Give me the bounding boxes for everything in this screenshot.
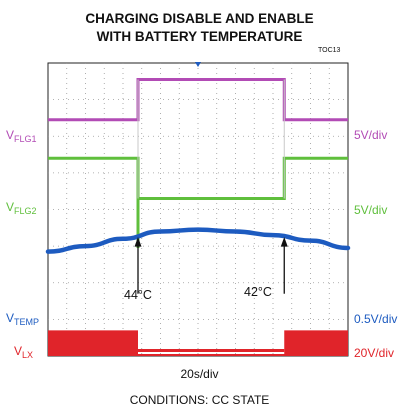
flg2-scale: 5V/div bbox=[354, 203, 388, 217]
lx-label: VLX bbox=[14, 344, 33, 362]
flg1-trace bbox=[48, 77, 348, 122]
lx-label-sub: LX bbox=[22, 350, 34, 360]
flg2-trace-right bbox=[136, 156, 348, 201]
temp-label: VTEMP bbox=[6, 311, 39, 329]
flg2-trace-left bbox=[48, 156, 140, 248]
temp-label-sub: TEMP bbox=[14, 317, 40, 327]
annotation-arrow-head bbox=[134, 236, 142, 247]
flg2-label-sub: FLG2 bbox=[14, 206, 37, 216]
flg1-label: VFLG1 bbox=[6, 128, 37, 146]
temp-label-main: V bbox=[6, 311, 15, 325]
lx-label-main: V bbox=[14, 344, 23, 358]
lx-switching-left bbox=[48, 330, 138, 356]
x-scale-label: 20s/div bbox=[180, 367, 219, 381]
flg1-label-main: V bbox=[6, 128, 15, 142]
temp-trace bbox=[45, 227, 351, 254]
flg1-scale: 5V/div bbox=[354, 128, 388, 142]
flg2-label-main: V bbox=[6, 200, 15, 214]
temp-scale: 0.5V/div bbox=[354, 312, 398, 326]
lx-switching-right bbox=[284, 330, 348, 356]
chart-title-line2: WITH BATTERY TEMPERATURE bbox=[96, 29, 303, 44]
chart-title-line1: CHARGING DISABLE AND ENABLE bbox=[85, 11, 314, 26]
annotation-44c: 44°C bbox=[124, 288, 152, 302]
annotation-arrow-head bbox=[280, 236, 288, 247]
annotation-42c: 42°C bbox=[244, 285, 272, 299]
trigger-marker bbox=[195, 62, 201, 67]
flg1-label-sub: FLG1 bbox=[14, 134, 37, 144]
lx-scale: 20V/div bbox=[354, 346, 395, 360]
conditions-note: CONDITIONS: CC STATE bbox=[129, 393, 270, 407]
figure-id: TOC13 bbox=[318, 47, 341, 54]
flg2-label: VFLG2 bbox=[6, 200, 37, 218]
